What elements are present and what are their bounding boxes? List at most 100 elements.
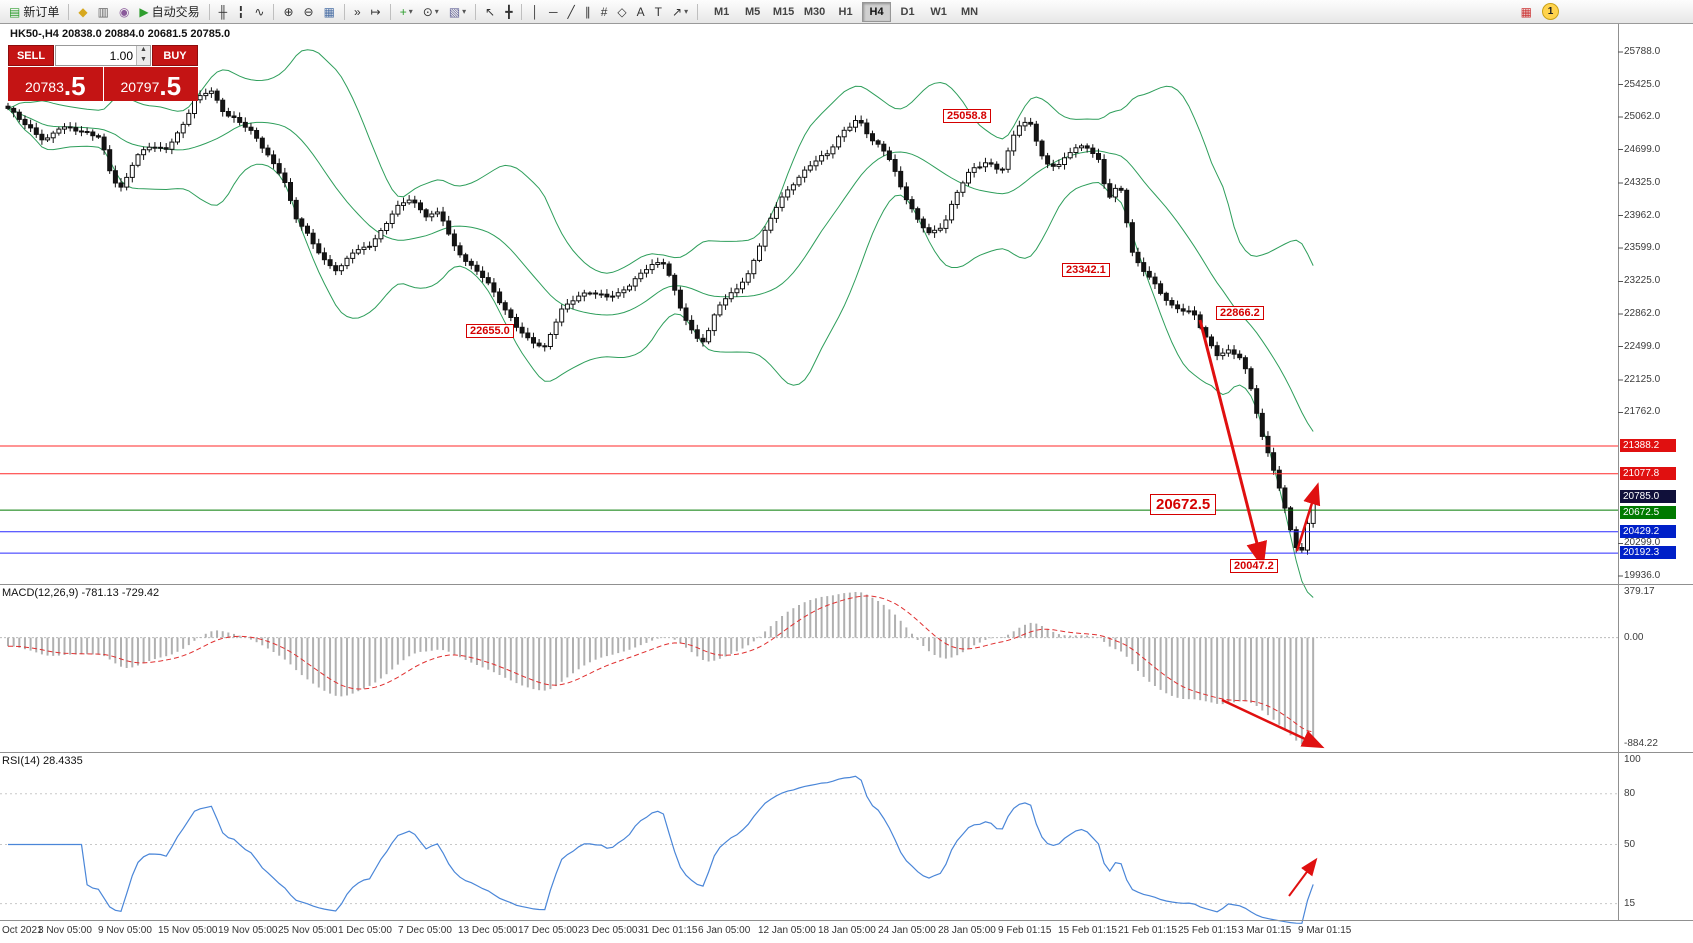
tile-windows-icon[interactable]: ▦ [320,1,339,23]
price-scale-tick: 23599.0 [1624,242,1661,253]
add-chart-button-dropdown[interactable]: ▾ [408,7,413,16]
sell-price-main: 20783 [24,79,64,95]
rsi-scale-label: 80 [1624,787,1636,799]
rsi-value: 28.4335 [42,755,83,767]
chart-color-icon[interactable]: ▦ [1517,1,1536,23]
annotation-arrow[interactable] [1295,482,1321,552]
horizontal-line-icon-glyph: ─ [548,4,558,19]
autotrading-button[interactable]: ▶ 自动交易 [135,1,203,23]
bollinger-bands [7,49,1314,598]
autoscroll-icon[interactable]: » [350,1,365,23]
price-scale-tick: 22125.0 [1624,373,1661,385]
fibonacci-icon[interactable]: # [597,1,612,23]
time-axis-label: 28 Jan 05:00 [938,925,996,936]
timeframe-h4[interactable]: H4 [862,1,892,22]
trendline-icon[interactable]: ╱ [563,1,578,23]
toolbar-separator [389,3,391,20]
alerts-icon[interactable]: ◆ [74,1,91,23]
timeframe-d1[interactable]: D1 [900,5,915,18]
buy-button[interactable]: BUY [152,45,198,66]
annotation-arrow[interactable] [1288,857,1318,897]
vertical-line-icon-glyph: │ [531,4,539,19]
add-chart-button[interactable]: + ▾ [396,1,417,23]
volume-input[interactable] [56,46,136,65]
arrows-tool-button-glyph: ↗ [672,4,683,19]
buy-price[interactable]: 20797.5 [103,67,198,101]
periods-button-dropdown[interactable]: ▾ [434,7,439,16]
autotrading-button-glyph: ▶ [139,4,149,19]
candlestick-chart-icon-glyph: ╏ [237,4,245,19]
bollinger-middle-line [7,107,1314,432]
horizontal-line-icon[interactable]: ─ [545,1,562,23]
time-axis-label: 13 Dec 05:00 [458,925,518,936]
alerts-icon-glyph: ◆ [78,4,88,19]
timeframe-mn[interactable]: MN [961,5,979,18]
time-axis-label: 21 Feb 01:15 [1118,925,1177,936]
price-callout-20047.2[interactable]: 20047.2 [1230,559,1278,573]
time-axis-label: 23 Dec 05:00 [578,925,638,936]
price-callout-22866.2[interactable]: 22866.2 [1216,306,1264,320]
price-scale-tick: 22862.0 [1624,308,1661,319]
crosshair-icon[interactable]: ╋ [501,1,516,23]
notification-badge[interactable]: 1 [1542,3,1559,20]
volume-down-button[interactable]: ▼ [137,55,150,65]
shapes-icon[interactable]: ◇ [613,1,630,23]
price-callout-25058.8[interactable]: 25058.8 [943,109,991,123]
zoom-in-icon[interactable]: ⊕ [279,1,297,23]
time-axis-label: Oct 2021 [2,925,43,936]
timeframe-m30[interactable]: M30 [803,5,826,18]
sound-icon[interactable]: ◉ [115,1,133,23]
templates-button-dropdown[interactable]: ▾ [462,7,467,16]
price-callout-23342.1[interactable]: 23342.1 [1062,263,1110,277]
rsi-name: RSI(14) [2,755,40,767]
macd-name: MACD(12,26,9) [2,587,79,599]
channel-icon-glyph: ∥ [584,4,591,19]
fibonacci-icon-glyph: # [600,4,608,19]
arrows-tool-button-dropdown[interactable]: ▾ [684,7,689,16]
rsi-line [8,775,1314,924]
timeframe-m1[interactable]: M1 [713,5,730,18]
price-scale-tick: 23225.0 [1624,275,1661,287]
arrows-tool-button[interactable]: ↗ ▾ [668,1,692,23]
new-order-button[interactable]: ▤ 新订单 [5,1,63,23]
sound-icon-glyph: ◉ [118,4,130,19]
bar-chart-icon[interactable]: ╫ [215,1,232,23]
timeframe-m15[interactable]: M15 [772,5,795,18]
toolbar-right-group: ▦ 1 [1516,1,1689,23]
bollinger-lower-line [7,108,1314,598]
vertical-line-icon[interactable]: │ [527,1,543,23]
line-chart-icon[interactable]: ∿ [250,1,268,23]
price-callout-22655.0[interactable]: 22655.0 [466,324,514,338]
price-scale-tick: 25788.0 [1624,46,1661,57]
price-callout-20672.5[interactable]: 20672.5 [1150,494,1217,515]
symbol-ohlc-info: HK50-,H4 20838.0 20884.0 20681.5 20785.0 [10,28,231,40]
toolbar-separator [273,3,275,20]
price-scale-tick: 25425.0 [1624,78,1661,90]
timeframe-h1[interactable]: H1 [838,5,853,18]
rsi-scale-label: 15 [1624,897,1636,909]
main-toolbar: ▤ 新订单 ◆ ▥ ◉ ▶ 自动交易 ╫ ╏ ∿ ⊕ ⊖ ▦» ↦ + ▾ ⊙ ▾ ▧ ▾ ↖ ╋ │ ─ ╱ ∥ # ◇ A T ↗ ▾ M… [0,0,1693,24]
print-icon[interactable]: ▥ [94,1,113,23]
chart-shift-icon-glyph: ↦ [370,4,381,19]
annotation-arrow[interactable] [1221,698,1325,749]
price-scale-tick: 24325.0 [1624,177,1661,188]
sell-price[interactable]: 20783.5 [8,67,103,101]
periods-button[interactable]: ⊙ ▾ [419,1,443,23]
templates-button[interactable]: ▧ ▾ [445,1,470,23]
timeframe-m5[interactable]: M5 [744,5,761,18]
annotation-arrow[interactable] [1198,319,1267,569]
volume-up-button[interactable]: ▲ [137,46,150,56]
cursor-icon[interactable]: ↖ [481,1,499,23]
timeframe-w1[interactable]: W1 [930,5,947,18]
text-label-icon[interactable]: T [651,1,666,23]
text-icon[interactable]: A [633,1,649,23]
chart-color-icon-glyph: ▦ [1520,4,1532,19]
zoom-out-icon[interactable]: ⊖ [300,1,318,23]
macd-scale-label: -884.22 [1624,738,1658,749]
candlestick-chart-icon[interactable]: ╏ [233,1,248,23]
chart-shift-icon[interactable]: ↦ [367,1,385,23]
sell-button[interactable]: SELL [8,45,54,66]
channel-icon[interactable]: ∥ [581,1,595,23]
